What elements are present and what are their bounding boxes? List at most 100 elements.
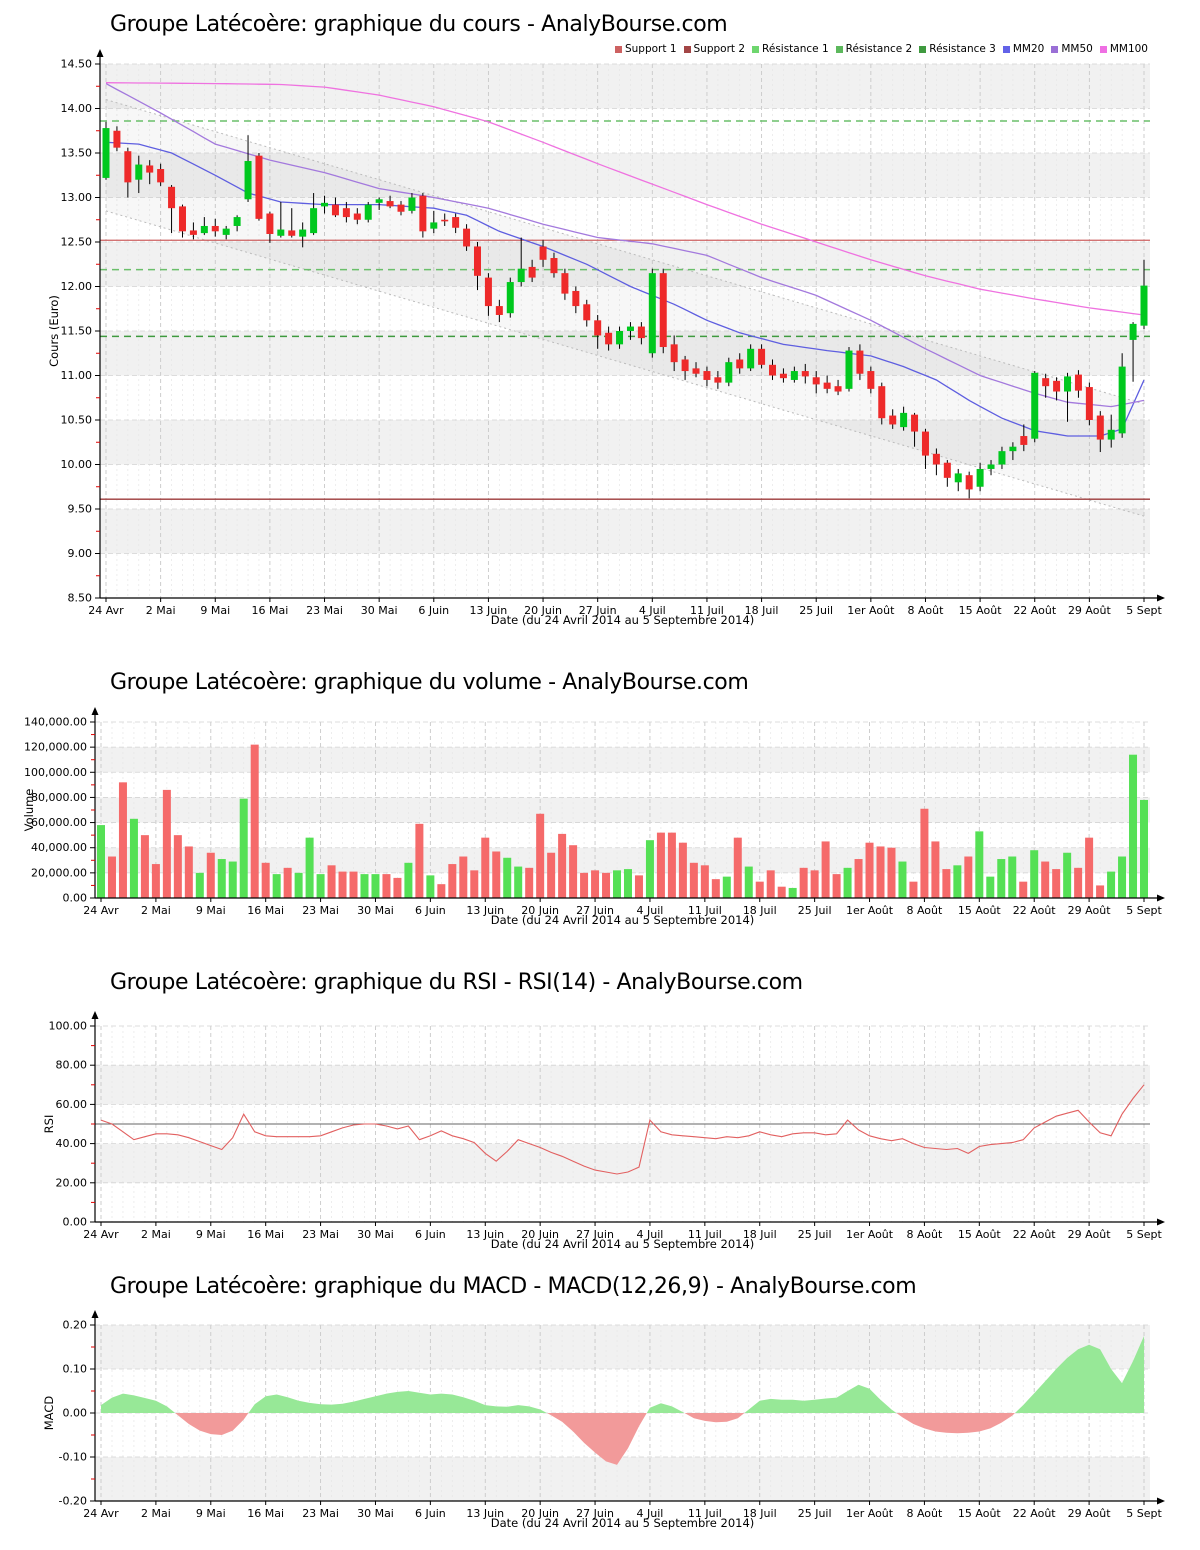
- svg-text:8 Août: 8 Août: [906, 904, 943, 917]
- ma-line-mm20: [105, 141, 1145, 437]
- legend-item-label: Résistance 3: [929, 43, 996, 55]
- svg-text:1er Août: 1er Août: [846, 904, 894, 917]
- svg-text:40,000.00: 40,000.00: [31, 841, 87, 854]
- legend-item-résistance-1: Résistance 1: [752, 43, 829, 55]
- svg-text:2 Mai: 2 Mai: [141, 1507, 171, 1520]
- macd-x-axis-title: Date (du 24 Avril 2014 au 5 Septembre 20…: [490, 1516, 755, 1530]
- svg-text:9 Mai: 9 Mai: [196, 904, 226, 917]
- svg-text:40.00: 40.00: [56, 1137, 88, 1150]
- svg-text:29 Août: 29 Août: [1068, 904, 1112, 917]
- price-chart-frame: [100, 63, 1150, 599]
- svg-text:23 Mai: 23 Mai: [302, 1228, 339, 1241]
- svg-text:-0.20: -0.20: [59, 1495, 87, 1508]
- svg-text:100.00: 100.00: [49, 1020, 88, 1033]
- svg-text:23 Mai: 23 Mai: [302, 904, 339, 917]
- legend-item-label: MM100: [1109, 43, 1148, 55]
- svg-text:11 Juil: 11 Juil: [690, 604, 724, 617]
- svg-text:11 Juil: 11 Juil: [688, 1507, 722, 1520]
- svg-text:1er Août: 1er Août: [847, 604, 895, 617]
- svg-text:0.00: 0.00: [63, 1216, 88, 1229]
- svg-text:15 Août: 15 Août: [959, 604, 1003, 617]
- svg-text:16 Mai: 16 Mai: [247, 1507, 284, 1520]
- svg-text:29 Août: 29 Août: [1068, 1507, 1112, 1520]
- svg-text:6 Juin: 6 Juin: [415, 1507, 446, 1520]
- macd-chart-title: Groupe Latécoère: graphique du MACD - MA…: [110, 1274, 917, 1299]
- svg-text:13 Juin: 13 Juin: [466, 1228, 504, 1241]
- rsi-chart-axes: 0.00 20.00 40.00 60.00 80.00 100.00 24 Avr 2 Ma…: [42, 1011, 1165, 1241]
- svg-text:29 Août: 29 Août: [1068, 1228, 1112, 1241]
- svg-text:14.00: 14.00: [61, 102, 93, 115]
- svg-text:8 Août: 8 Août: [908, 604, 945, 617]
- svg-text:80.00: 80.00: [56, 1059, 88, 1072]
- volume-chart-frame: [95, 721, 1150, 899]
- svg-text:15 Août: 15 Août: [958, 1228, 1002, 1241]
- svg-text:20 Juin: 20 Juin: [521, 904, 559, 917]
- legend-swatch-icon: [1002, 45, 1010, 53]
- price-chart-legend: Support 1 Support 2 Résistance 1 Résistance…: [614, 43, 1148, 55]
- svg-text:13 Juin: 13 Juin: [466, 1507, 504, 1520]
- svg-text:11.00: 11.00: [61, 369, 93, 382]
- svg-text:29 Août: 29 Août: [1068, 604, 1112, 617]
- svg-text:27 Juin: 27 Juin: [579, 604, 617, 617]
- svg-text:25 Juil: 25 Juil: [798, 1507, 832, 1520]
- ma-line-mm50: [105, 83, 1145, 408]
- svg-text:30 Mai: 30 Mai: [357, 1507, 394, 1520]
- svg-text:14.50: 14.50: [61, 58, 93, 71]
- svg-text:60.00: 60.00: [56, 1098, 88, 1111]
- svg-text:20.00: 20.00: [56, 1176, 88, 1189]
- volume-chart-title: Groupe Latécoère: graphique du volume - …: [110, 670, 749, 695]
- legend-item-label: Résistance 2: [845, 43, 913, 55]
- rsi-chart-y-axis-title: RSI: [42, 1115, 56, 1134]
- legend-swatch-icon: [614, 45, 622, 53]
- svg-text:-0.10: -0.10: [59, 1451, 87, 1464]
- svg-text:0.10: 0.10: [63, 1363, 88, 1376]
- legend-swatch-icon: [835, 45, 843, 53]
- svg-text:12.50: 12.50: [61, 236, 93, 249]
- svg-text:10.00: 10.00: [61, 458, 93, 471]
- svg-text:8 Août: 8 Août: [906, 1228, 943, 1241]
- price-x-axis-title: Date (du 24 Avril 2014 au 5 Septembre 20…: [490, 613, 755, 627]
- svg-text:5 Sept: 5 Sept: [1126, 1228, 1162, 1241]
- legend-item-mm100: MM100: [1099, 43, 1148, 55]
- svg-text:10.50: 10.50: [61, 414, 93, 427]
- svg-text:9 Mai: 9 Mai: [196, 1507, 226, 1520]
- svg-text:11.50: 11.50: [61, 325, 93, 338]
- svg-text:13 Juin: 13 Juin: [466, 904, 504, 917]
- svg-text:12.00: 12.00: [61, 280, 93, 293]
- svg-text:6 Juin: 6 Juin: [415, 1228, 446, 1241]
- svg-text:9.50: 9.50: [68, 503, 93, 516]
- svg-text:100,000.00: 100,000.00: [24, 766, 87, 779]
- svg-text:9 Mai: 9 Mai: [200, 604, 230, 617]
- svg-text:8 Août: 8 Août: [906, 1507, 943, 1520]
- svg-text:15 Août: 15 Août: [958, 1507, 1002, 1520]
- svg-text:18 Juil: 18 Juil: [743, 904, 777, 917]
- legend-item-label: MM20: [1012, 43, 1045, 55]
- svg-text:25 Juil: 25 Juil: [799, 604, 833, 617]
- svg-text:5 Sept: 5 Sept: [1126, 904, 1162, 917]
- macd-chart-axes: -0.20 -0.10 0.00 0.10 0.20 24 Avr 2 Mai 9 Mai 16…: [42, 1310, 1165, 1520]
- svg-text:13.00: 13.00: [61, 191, 93, 204]
- svg-text:22 Août: 22 Août: [1013, 604, 1057, 617]
- svg-text:24 Avr: 24 Avr: [83, 904, 119, 917]
- svg-text:11 Juil: 11 Juil: [688, 904, 722, 917]
- svg-text:18 Juil: 18 Juil: [745, 604, 779, 617]
- svg-text:1er Août: 1er Août: [846, 1228, 894, 1241]
- svg-text:16 Mai: 16 Mai: [252, 604, 289, 617]
- svg-text:15 Août: 15 Août: [958, 904, 1002, 917]
- legend-item-label: Résistance 1: [762, 43, 829, 55]
- legend-swatch-icon: [1051, 45, 1059, 53]
- macd-chart-y-axis-title: MACD: [42, 1396, 56, 1431]
- volume-x-axis-title: Date (du 24 Avril 2014 au 5 Septembre 20…: [490, 913, 755, 927]
- svg-text:30 Mai: 30 Mai: [357, 1228, 394, 1241]
- rsi-x-axis-title: Date (du 24 Avril 2014 au 5 Septembre 20…: [490, 1237, 755, 1251]
- legend-item-mm20: MM20: [1002, 43, 1045, 55]
- svg-text:120,000.00: 120,000.00: [24, 741, 87, 754]
- rsi-series: [95, 1084, 1150, 1175]
- svg-text:60,000.00: 60,000.00: [31, 816, 87, 829]
- svg-text:13 Juin: 13 Juin: [470, 604, 508, 617]
- svg-text:1er Août: 1er Août: [846, 1507, 894, 1520]
- svg-text:27 Juin: 27 Juin: [576, 1228, 614, 1241]
- svg-text:13.50: 13.50: [61, 147, 93, 160]
- svg-text:18 Juil: 18 Juil: [743, 1228, 777, 1241]
